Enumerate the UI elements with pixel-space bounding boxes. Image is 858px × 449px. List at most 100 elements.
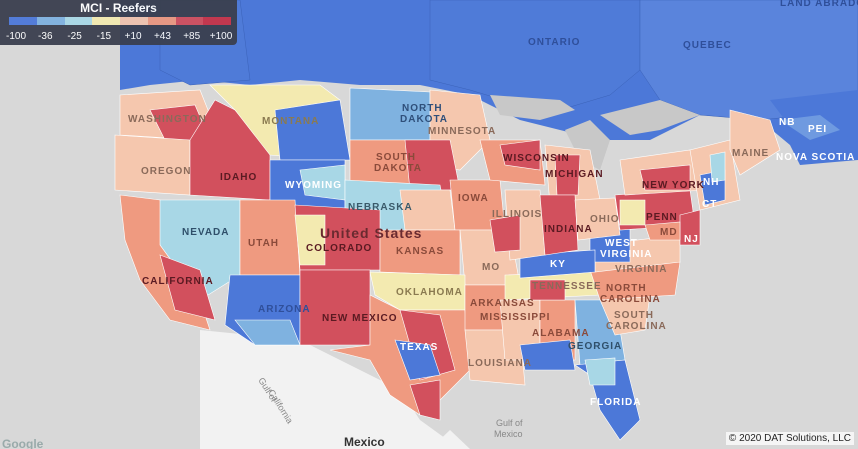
new-hampshire-region	[709, 151, 726, 183]
nova-scotia-label: NOVA SCOTIA	[776, 152, 855, 163]
ohio-region	[574, 197, 621, 241]
west-virginia-label-1: WEST	[605, 238, 638, 249]
arizona-label: ARIZONA	[258, 304, 311, 315]
legend-swatch	[203, 17, 231, 25]
pennsylvania-label: PENN	[646, 212, 678, 223]
lake-huron	[565, 120, 610, 170]
lake-superior	[490, 95, 575, 120]
legend-swatch	[9, 17, 37, 25]
colorado-west-region	[294, 214, 326, 266]
illinois-label: ILLINOIS	[492, 209, 542, 220]
legend-color-bar	[9, 17, 231, 25]
michigan-west-region	[554, 154, 581, 196]
michigan-label: MICHIGAN	[545, 169, 604, 180]
texas-south-region	[409, 379, 441, 421]
montana-east-region	[274, 99, 351, 161]
mexico-label: Mexico	[344, 435, 385, 449]
oklahoma-label: OKLAHOMA	[396, 287, 463, 298]
ky-label: KY	[550, 259, 566, 270]
nh-label: NH	[703, 177, 719, 188]
canada-gray-land	[600, 100, 700, 135]
wisconsin-east-region	[499, 139, 541, 171]
legend-tick-label: +10	[124, 31, 142, 42]
montana-label: MONTANA	[262, 116, 319, 127]
nova-scotia-region	[790, 135, 858, 165]
ct-label: CT	[702, 199, 717, 210]
mexico-land-east	[430, 430, 470, 449]
legend-tick-label: -100	[5, 31, 27, 42]
new-york-central-region	[639, 164, 691, 191]
idaho-label: IDAHO	[220, 172, 257, 183]
florida-label: FLORIDA	[590, 397, 641, 408]
legend-swatch	[36, 17, 65, 25]
new-mexico-label: NEW MEXICO	[322, 313, 398, 324]
united-states-label: United States	[320, 225, 422, 241]
legend-ticks: -100 -36 -25 -15 +10 +43 +85 +100	[0, 31, 237, 43]
california-label: CALIFORNIA	[142, 276, 214, 287]
md-label: MD	[660, 227, 678, 238]
mississippi-label: MISSISSIPPI	[480, 312, 550, 323]
alabama-label: ALABAMA	[532, 328, 590, 339]
mexico-land	[200, 330, 460, 449]
map-legend: MCI - Reefers -100 -36 -25 -15 +10 +43 +85 +100	[0, 0, 237, 45]
md-region	[644, 221, 681, 241]
west-virginia-label-2: VIRGINIA	[600, 249, 652, 260]
kentucky-region	[519, 249, 596, 279]
legend-swatch	[120, 17, 148, 25]
wisconsin-label: WISCONSIN	[503, 153, 570, 164]
utah-label: UTAH	[248, 238, 279, 249]
legend-swatch	[64, 17, 93, 25]
north-carolina-label-1: NORTH	[606, 283, 647, 294]
kansas-label: KANSAS	[396, 246, 444, 257]
indiana-label: INDIANA	[544, 224, 593, 235]
wyoming-label: WYOMING	[285, 180, 342, 191]
legend-swatch	[92, 17, 120, 25]
legend-swatch	[147, 17, 176, 25]
ontario-label: ONTARIO	[528, 37, 580, 48]
maine-region	[729, 109, 781, 176]
legend-tick-label: +43	[153, 31, 171, 42]
texas-central-region	[394, 339, 441, 381]
iowa-label: IOWA	[458, 193, 489, 204]
indiana-region	[539, 194, 579, 256]
florida-north-region	[584, 357, 616, 386]
gulf-coast-region	[519, 339, 576, 371]
oregon-label: OREGON	[141, 166, 191, 177]
legend-tick-label: +85	[183, 31, 201, 42]
arkansas-label: ARKANSAS	[470, 298, 535, 309]
quebec-label: QUEBEC	[683, 40, 732, 51]
legend-tick-label: +100	[209, 31, 233, 42]
north-dakota-label-1: NORTH	[402, 103, 443, 114]
pei-label: PEI	[808, 124, 827, 135]
mo-label: MO	[482, 262, 500, 273]
nevada-label: NEVADA	[182, 227, 229, 238]
legend-tick-label: -25	[67, 31, 82, 42]
nb-region	[780, 115, 840, 140]
virginia-label: VIRGINIA	[615, 264, 667, 275]
legend-swatch	[175, 17, 204, 25]
north-carolina-label-2: CAROLINA	[600, 294, 661, 305]
south-dakota-label-1: SOUTH	[376, 152, 416, 163]
copyright-notice: © 2020 DAT Solutions, LLC	[725, 432, 854, 445]
south-carolina-label-1: SOUTH	[614, 310, 654, 321]
gulf-mexico-label-2: Mexico	[494, 429, 523, 439]
illinois-west-region	[489, 214, 521, 253]
legend-title: MCI - Reefers	[80, 1, 157, 15]
ohio-label: OHIO	[590, 214, 620, 225]
google-logo: Google	[2, 437, 44, 449]
tennessee-mid-region	[529, 279, 566, 301]
california-south-region	[159, 254, 216, 321]
south-dakota-label-2: DAKOTA	[374, 163, 422, 174]
washington-label: WASHINGTON	[128, 114, 207, 125]
colorado-label: COLORADO	[306, 243, 372, 254]
nebraska-label: NEBRASKA	[348, 202, 413, 213]
maine-label: MAINE	[732, 148, 769, 159]
nj-label: NJ	[684, 234, 699, 245]
nb-label: NB	[779, 117, 795, 128]
new-york-label: NEW YORK	[642, 180, 705, 191]
minnesota-label: MINNESOTA	[428, 126, 496, 137]
legend-tick-label: -36	[38, 31, 53, 42]
penn-west-region	[619, 199, 646, 226]
